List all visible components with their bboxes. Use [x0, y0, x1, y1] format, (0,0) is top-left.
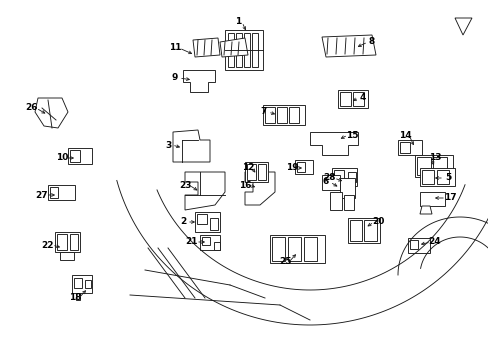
- Bar: [200, 235, 220, 250]
- Bar: [296, 162, 305, 172]
- Bar: [264, 107, 274, 123]
- Bar: [347, 218, 379, 243]
- Bar: [363, 220, 376, 241]
- Bar: [419, 168, 454, 186]
- Text: 13: 13: [428, 153, 440, 162]
- Bar: [397, 140, 421, 155]
- Bar: [202, 237, 209, 245]
- Bar: [321, 175, 339, 190]
- Bar: [414, 155, 452, 177]
- Text: 16: 16: [238, 180, 251, 189]
- Bar: [70, 150, 80, 162]
- Bar: [304, 237, 316, 261]
- Bar: [409, 240, 417, 249]
- Text: 11: 11: [168, 44, 181, 53]
- Text: 25: 25: [278, 257, 291, 266]
- Bar: [343, 195, 353, 210]
- Text: 19: 19: [285, 163, 298, 172]
- Bar: [339, 92, 350, 106]
- Bar: [74, 278, 82, 288]
- Text: 1: 1: [234, 18, 241, 27]
- Text: 22: 22: [41, 240, 54, 249]
- Bar: [55, 232, 80, 252]
- Bar: [246, 164, 256, 180]
- Bar: [70, 234, 78, 250]
- Text: 23: 23: [179, 180, 191, 189]
- Bar: [276, 107, 286, 123]
- Text: 12: 12: [241, 163, 254, 172]
- Bar: [85, 280, 91, 288]
- Bar: [72, 275, 92, 293]
- Text: 2: 2: [180, 217, 186, 226]
- Bar: [263, 105, 305, 125]
- Text: 20: 20: [371, 217, 384, 226]
- Bar: [57, 234, 67, 250]
- Text: 18: 18: [69, 293, 81, 302]
- Text: 5: 5: [444, 174, 450, 183]
- Polygon shape: [419, 206, 431, 214]
- Bar: [195, 212, 220, 232]
- Bar: [407, 238, 429, 253]
- Bar: [269, 235, 325, 263]
- Text: 4: 4: [359, 94, 366, 103]
- Bar: [244, 33, 249, 67]
- Bar: [329, 192, 341, 210]
- Bar: [244, 162, 267, 182]
- Bar: [339, 178, 354, 198]
- Bar: [209, 218, 218, 230]
- Bar: [419, 192, 444, 206]
- Bar: [251, 33, 258, 67]
- Bar: [60, 252, 74, 260]
- Bar: [68, 148, 92, 164]
- Text: 3: 3: [164, 140, 171, 149]
- Bar: [333, 170, 343, 184]
- Bar: [337, 90, 367, 108]
- Bar: [352, 92, 363, 106]
- Text: 8: 8: [368, 37, 374, 46]
- Bar: [214, 242, 220, 250]
- Text: 26: 26: [26, 104, 38, 112]
- Text: 17: 17: [443, 194, 455, 202]
- Text: 15: 15: [345, 130, 358, 139]
- Polygon shape: [309, 132, 357, 155]
- Bar: [236, 33, 242, 67]
- Text: 28: 28: [323, 174, 336, 183]
- Polygon shape: [183, 70, 215, 92]
- Polygon shape: [76, 293, 80, 300]
- Polygon shape: [173, 130, 209, 162]
- Bar: [349, 220, 361, 241]
- Bar: [347, 172, 355, 182]
- Text: 6: 6: [322, 177, 328, 186]
- Text: 27: 27: [36, 190, 48, 199]
- Polygon shape: [35, 98, 68, 128]
- Text: 10: 10: [56, 153, 68, 162]
- Bar: [227, 33, 234, 67]
- Bar: [287, 237, 301, 261]
- Polygon shape: [321, 35, 375, 57]
- Bar: [197, 214, 206, 224]
- Text: 24: 24: [428, 238, 440, 247]
- Bar: [421, 170, 433, 184]
- Bar: [258, 164, 265, 180]
- Bar: [399, 142, 409, 153]
- Polygon shape: [220, 38, 247, 57]
- Text: 14: 14: [398, 130, 410, 139]
- Text: 21: 21: [185, 238, 198, 247]
- Text: 7: 7: [260, 108, 266, 117]
- Bar: [48, 185, 75, 200]
- Text: 9: 9: [171, 73, 178, 82]
- Polygon shape: [193, 38, 220, 57]
- Polygon shape: [184, 172, 224, 210]
- Bar: [50, 187, 58, 198]
- Bar: [271, 237, 285, 261]
- Polygon shape: [244, 172, 274, 205]
- Bar: [416, 157, 430, 175]
- Bar: [288, 107, 298, 123]
- Bar: [294, 160, 312, 174]
- Bar: [436, 170, 448, 184]
- Bar: [432, 157, 446, 175]
- Bar: [224, 30, 263, 70]
- Bar: [331, 168, 356, 186]
